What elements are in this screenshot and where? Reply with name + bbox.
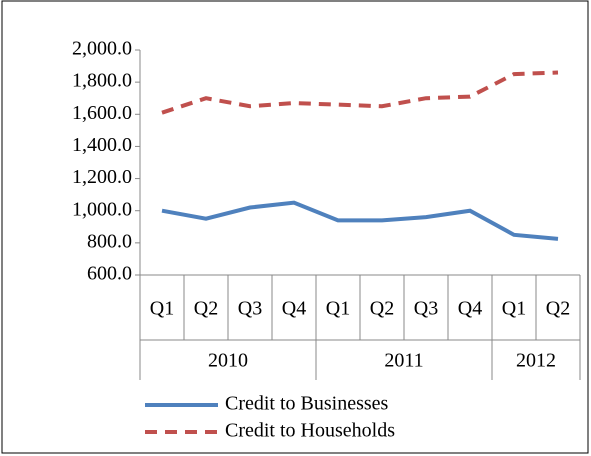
y-tick-label: 600.0 (87, 263, 132, 285)
x-tick-label: Q2 (370, 298, 394, 320)
y-tick-label: 1,600.0 (72, 102, 132, 124)
legend-label: Credit to Households (225, 420, 395, 442)
y-tick-label: 1,000.0 (72, 198, 132, 220)
legend-label: Credit to Businesses (225, 393, 389, 415)
y-tick-label: 1,200.0 (72, 166, 132, 188)
group-label: 2010 (208, 350, 248, 372)
group-label: 2012 (516, 350, 556, 372)
series-line (161, 200, 559, 241)
y-tick-label: 2,000.0 (72, 38, 132, 60)
y-tick-label: 1,400.0 (72, 134, 132, 156)
y-tick-label: 1,800.0 (72, 70, 132, 92)
x-tick-label: Q4 (282, 298, 306, 320)
series-line (161, 70, 559, 115)
x-tick-label: Q1 (502, 298, 526, 320)
group-label: 2011 (384, 350, 423, 372)
x-tick-label: Q2 (194, 298, 218, 320)
x-tick-label: Q4 (458, 298, 482, 320)
y-tick-label: 800.0 (87, 230, 132, 252)
x-tick-label: Q1 (150, 298, 174, 320)
x-tick-label: Q1 (326, 298, 350, 320)
x-tick-label: Q2 (546, 298, 570, 320)
x-tick-label: Q3 (414, 298, 438, 320)
x-tick-label: Q3 (238, 298, 262, 320)
